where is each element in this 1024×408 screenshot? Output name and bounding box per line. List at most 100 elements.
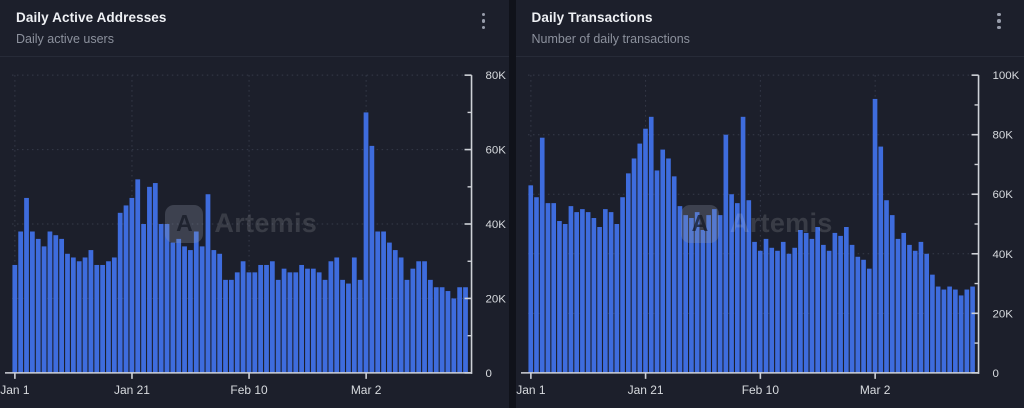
bar[interactable] [723,134,728,373]
bar[interactable] [287,272,293,373]
bar[interactable] [392,250,398,373]
bar[interactable] [310,268,316,373]
bar[interactable] [252,272,258,373]
bar[interactable] [322,279,328,373]
bar[interactable] [94,264,100,373]
bar[interactable] [100,264,105,373]
bar[interactable] [328,261,334,373]
bar[interactable] [631,158,636,373]
bar[interactable] [614,224,619,373]
bar[interactable] [734,203,740,373]
bar[interactable] [711,209,717,373]
bar[interactable] [381,231,386,373]
bar[interactable] [745,200,751,373]
bar[interactable] [854,256,860,373]
bar[interactable] [677,206,682,373]
bar[interactable] [820,244,826,373]
bar[interactable] [642,128,648,373]
bar[interactable] [47,231,53,373]
bar[interactable] [363,112,369,373]
bar[interactable] [533,197,539,373]
bar[interactable] [305,268,310,373]
bar[interactable] [123,205,129,373]
bar[interactable] [316,272,322,373]
bar[interactable] [958,295,963,373]
bar[interactable] [439,287,445,373]
bar[interactable] [545,203,550,373]
bar[interactable] [404,279,410,373]
bar[interactable] [843,227,849,373]
bar[interactable] [636,143,642,373]
bar[interactable] [223,279,228,373]
bar[interactable] [357,279,363,373]
bar[interactable] [152,183,158,373]
bar[interactable] [757,250,763,373]
bar[interactable] [147,186,152,373]
bar[interactable] [768,247,774,373]
bar[interactable] [791,247,797,373]
bar[interactable] [688,218,694,373]
bar[interactable] [826,250,831,373]
bar[interactable] [837,235,843,373]
bar[interactable] [416,261,422,373]
bar[interactable] [860,259,866,373]
bar[interactable] [82,257,88,373]
bar[interactable] [648,116,654,373]
bar[interactable] [786,253,791,373]
bar[interactable] [527,185,533,373]
bar[interactable] [30,231,35,373]
bar[interactable] [176,238,182,373]
bar[interactable] [111,257,117,373]
bar[interactable] [694,212,699,373]
bar[interactable] [654,170,659,373]
bar[interactable] [158,224,164,373]
bar[interactable] [88,250,94,373]
bar[interactable] [562,224,567,373]
bar[interactable] [585,212,590,373]
bar[interactable] [923,253,929,373]
bar[interactable] [740,116,745,373]
bar[interactable] [619,197,625,373]
bar[interactable] [941,289,946,373]
bar[interactable] [199,246,205,373]
bar[interactable] [164,224,170,373]
bar[interactable] [375,231,381,373]
bar[interactable] [65,253,70,373]
bar[interactable] [682,215,688,373]
bar[interactable] [929,274,935,373]
bar[interactable] [246,272,252,373]
bar[interactable] [76,261,82,373]
bar[interactable] [602,209,608,373]
bar[interactable] [809,238,814,373]
bar[interactable] [728,194,734,373]
bar[interactable] [671,176,677,373]
bar[interactable] [659,149,665,373]
bar[interactable] [803,232,808,373]
bar[interactable] [141,224,146,373]
bar[interactable] [398,257,404,373]
bar[interactable] [872,98,877,373]
kebab-menu-icon[interactable] [471,7,497,35]
bar[interactable] [568,206,573,373]
bar[interactable] [410,268,416,373]
bar[interactable] [665,158,671,373]
bar[interactable] [539,137,545,373]
bar[interactable] [35,238,41,373]
bar[interactable] [832,232,837,373]
bar[interactable] [170,242,176,373]
bar[interactable] [264,264,269,373]
bar[interactable] [814,227,820,373]
bar[interactable] [59,238,65,373]
bar[interactable] [269,261,275,373]
bar[interactable] [135,179,141,373]
bar[interactable] [918,241,923,373]
bar[interactable] [964,289,969,373]
bar[interactable] [608,212,613,373]
bar[interactable] [258,264,264,373]
bar[interactable] [211,250,217,373]
bar[interactable] [281,268,287,373]
bar[interactable] [53,235,59,373]
bar[interactable] [883,200,889,373]
bar[interactable] [780,241,786,373]
bar[interactable] [451,298,457,373]
